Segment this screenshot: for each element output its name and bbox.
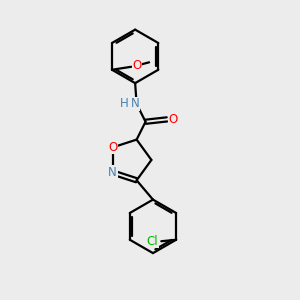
Text: O: O [108, 141, 117, 154]
Text: O: O [169, 113, 178, 126]
Text: H: H [120, 98, 128, 110]
Text: N: N [108, 166, 117, 179]
Text: N: N [131, 98, 140, 110]
Text: O: O [133, 59, 142, 72]
Text: Cl: Cl [146, 235, 158, 248]
